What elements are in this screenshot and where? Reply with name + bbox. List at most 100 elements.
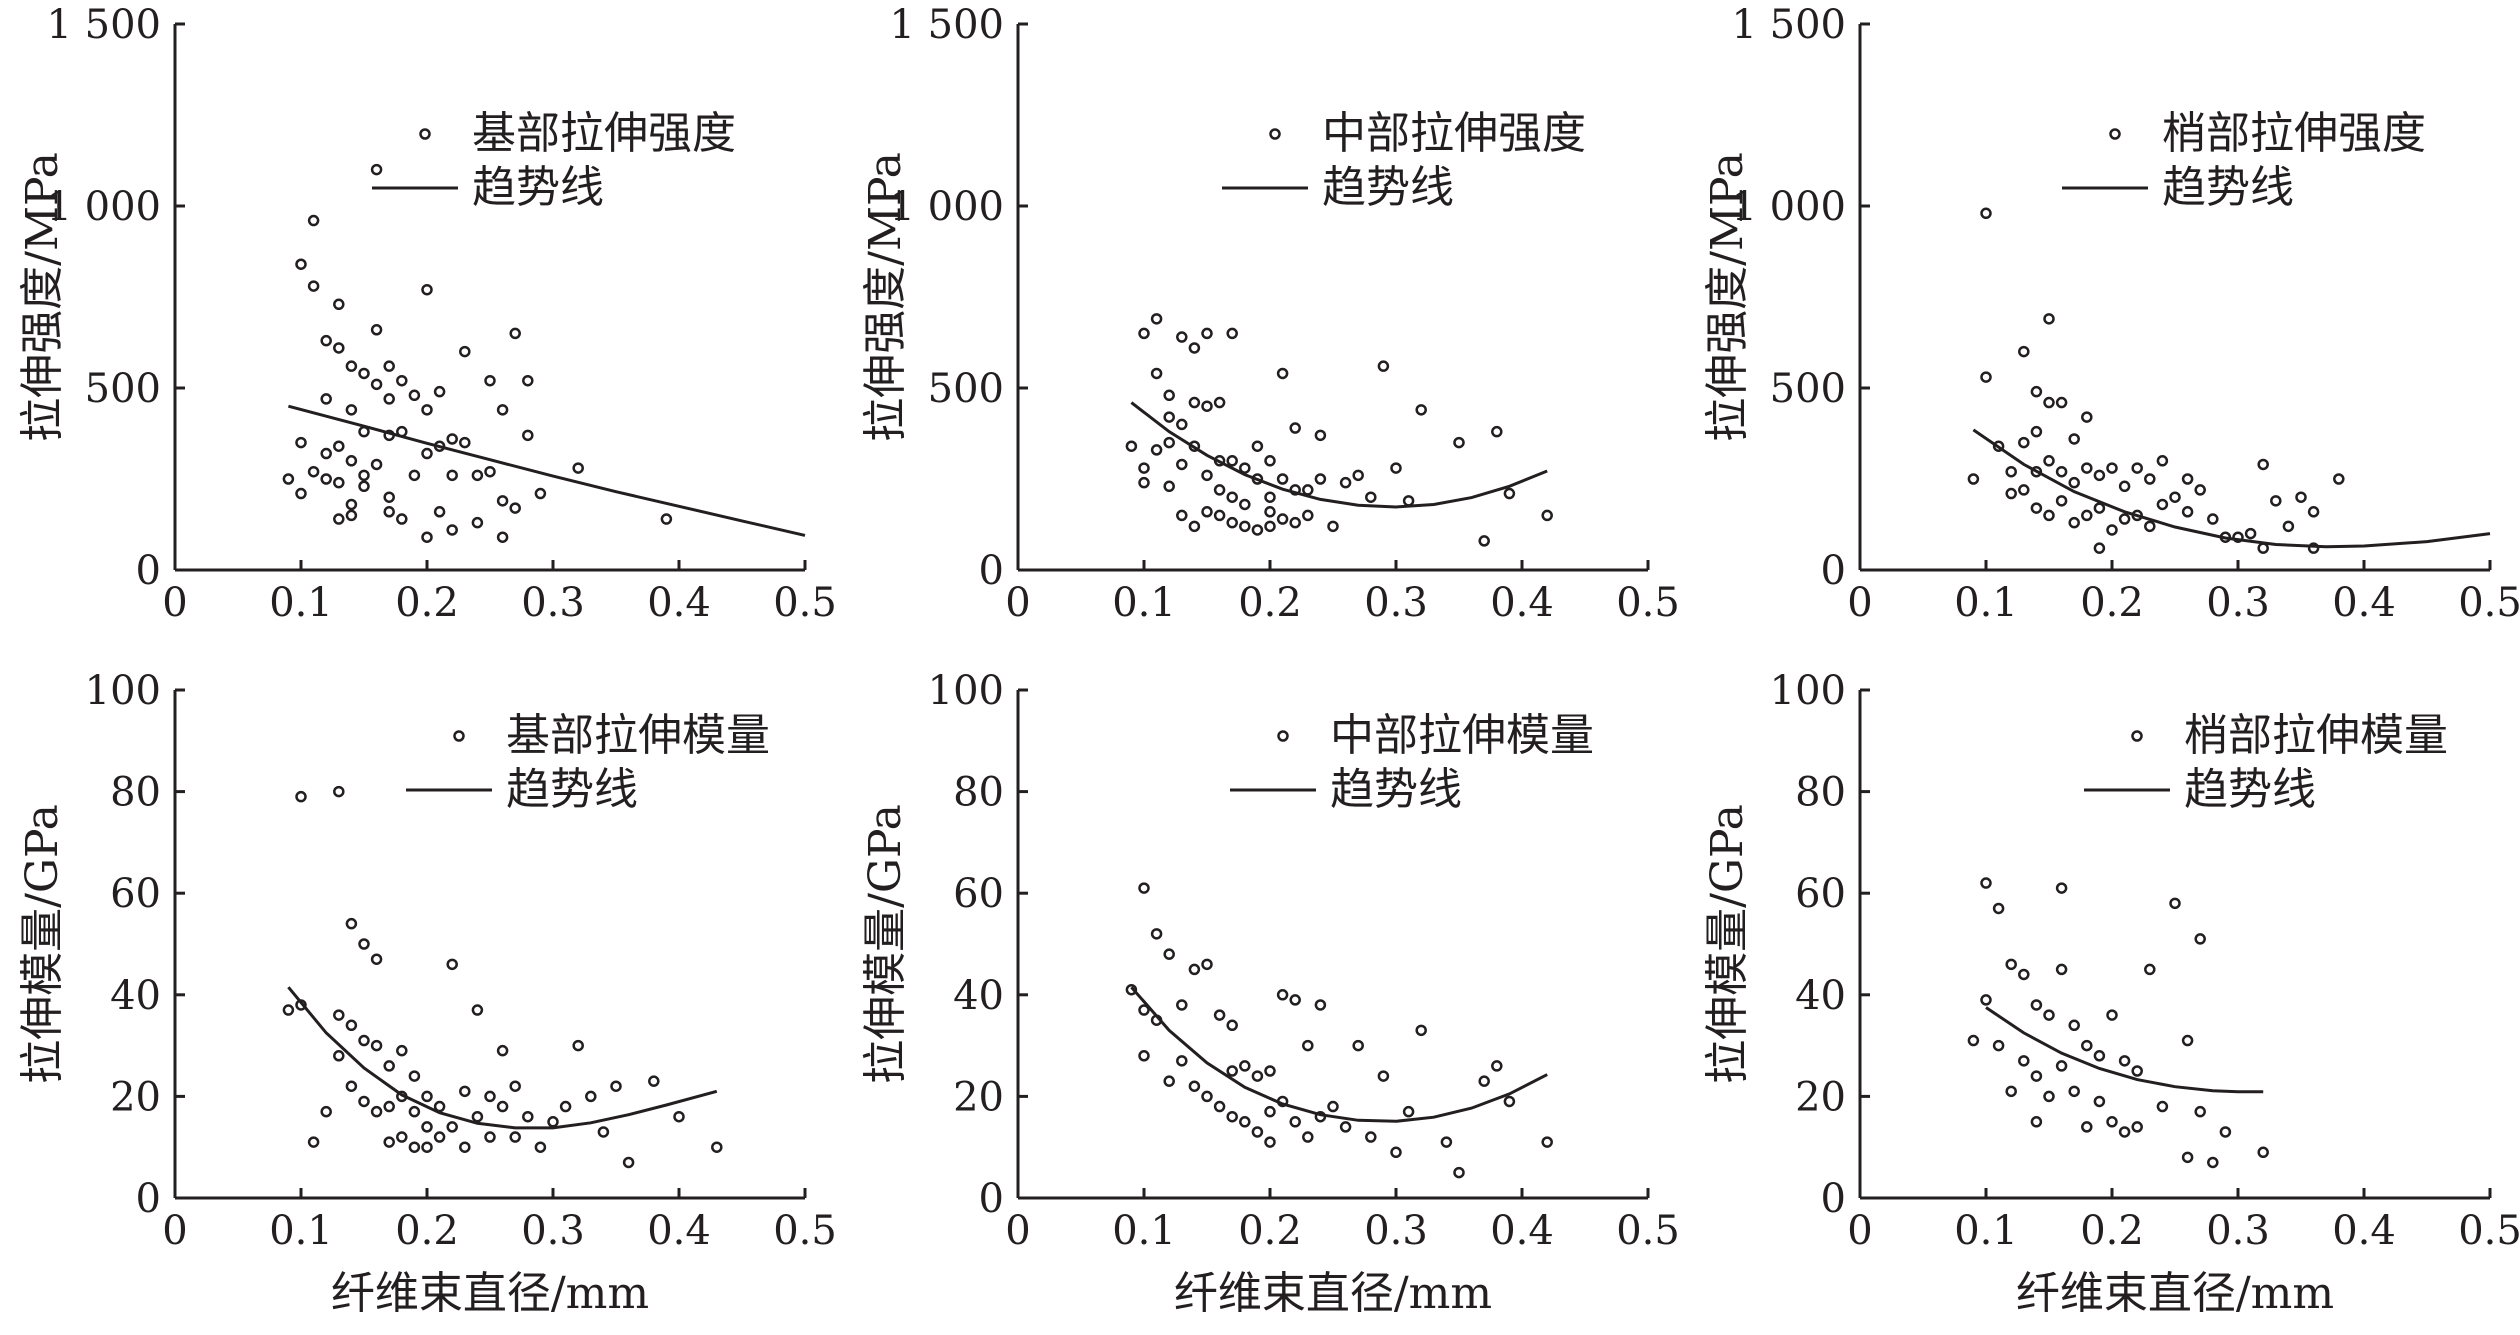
y-tick-label: 500 — [928, 366, 1004, 412]
data-point — [2093, 502, 2106, 514]
data-point — [370, 378, 383, 391]
data-point — [1163, 411, 1175, 423]
y-axis-title: 拉伸强度/MPa — [860, 152, 911, 442]
data-point — [610, 1080, 622, 1092]
legend-marker-point — [453, 730, 465, 742]
x-tick-label: 0.4 — [2332, 580, 2396, 626]
data-point — [421, 1141, 433, 1153]
data-point — [1503, 1095, 1516, 1108]
data-point — [534, 487, 547, 500]
data-point — [1967, 473, 1980, 485]
y-tick-label: 500 — [85, 366, 161, 412]
data-point — [1201, 469, 1213, 482]
x-tick-label: 0.4 — [647, 1208, 711, 1254]
data-point — [2207, 513, 2219, 525]
data-point — [2093, 1050, 2106, 1062]
legend-label: 梢部拉伸强度 — [2162, 108, 2426, 159]
data-point — [673, 1110, 685, 1123]
data-point — [2018, 345, 2030, 358]
x-tick-label: 0 — [1005, 1208, 1030, 1254]
y-axis-title: 拉伸模量/GPa — [17, 804, 68, 1084]
legend-label: 趋势线 — [472, 162, 604, 213]
data-point — [345, 455, 358, 467]
data-point — [1188, 396, 1201, 409]
data-point — [1478, 535, 1490, 547]
data-point — [2068, 476, 2080, 489]
data-point — [1125, 440, 1138, 452]
data-point — [522, 429, 534, 442]
data-point — [358, 1034, 370, 1047]
data-point — [333, 440, 345, 452]
data-point — [534, 1141, 547, 1153]
data-point — [1314, 473, 1327, 485]
data-point — [2144, 520, 2156, 533]
data-point — [1163, 480, 1175, 493]
x-tick-label: 0.2 — [395, 1208, 459, 1254]
data-point — [345, 498, 358, 511]
data-point — [2093, 1095, 2106, 1108]
data-point — [345, 917, 358, 930]
data-point — [459, 1141, 471, 1153]
data-point — [2043, 1009, 2055, 1021]
data-point — [2307, 506, 2320, 518]
data-point — [320, 334, 332, 347]
y-tick-label: 20 — [110, 1074, 161, 1120]
data-point — [307, 214, 320, 227]
data-point — [1213, 1100, 1226, 1113]
data-point — [1390, 1146, 1402, 1159]
data-point — [1352, 1039, 1364, 1052]
y-tick-label: 100 — [85, 668, 161, 714]
data-point — [2081, 1039, 2093, 1052]
x-tick-label: 0.5 — [2458, 580, 2520, 626]
data-point — [383, 1136, 395, 1148]
data-point — [1980, 994, 1992, 1006]
data-point — [1478, 1075, 1490, 1087]
data-point — [1176, 418, 1188, 431]
data-point — [383, 491, 395, 503]
y-tick-label: 40 — [110, 973, 161, 1019]
data-point — [1264, 520, 1276, 533]
data-point — [496, 404, 509, 416]
data-point — [333, 785, 345, 798]
data-point — [408, 469, 421, 482]
data-point — [2333, 473, 2345, 485]
data-point — [2030, 425, 2043, 438]
data-point — [1201, 958, 1213, 971]
data-point — [2282, 520, 2295, 533]
data-point — [358, 469, 370, 482]
data-point — [1251, 1070, 1264, 1082]
data-point — [1239, 1116, 1251, 1128]
data-point — [2043, 313, 2055, 325]
data-point — [1289, 1116, 1301, 1128]
y-tick-label: 0 — [136, 1176, 161, 1222]
data-point — [320, 447, 332, 460]
y-tick-label: 60 — [1795, 871, 1846, 917]
data-point — [1440, 1136, 1453, 1148]
y-tick-label: 1 500 — [1731, 2, 1846, 48]
legend-marker-point — [1269, 128, 1281, 140]
data-point — [1992, 902, 2005, 915]
data-point — [471, 516, 484, 529]
x-tick-label: 0.5 — [2458, 1208, 2520, 1254]
data-point — [2194, 1105, 2206, 1118]
data-point — [1138, 1004, 1150, 1016]
legend-label: 基部拉伸模量 — [506, 710, 770, 761]
legend-label: 趋势线 — [1322, 162, 1454, 213]
data-point — [1276, 989, 1289, 1001]
data-point — [1415, 1024, 1427, 1037]
scatter-series — [1967, 877, 2269, 1169]
scatter-series — [1125, 313, 1553, 547]
y-axis-title: 拉伸模量/GPa — [1702, 804, 1753, 1084]
data-point — [2219, 1126, 2232, 1138]
data-point — [2144, 963, 2156, 976]
data-point — [1176, 458, 1188, 471]
y-tick-label: 0 — [136, 548, 161, 594]
data-point — [433, 385, 446, 398]
data-point — [459, 345, 471, 358]
data-point — [622, 1156, 635, 1169]
y-axis-title: 拉伸强度/MPa — [1702, 152, 1753, 442]
data-point — [1992, 440, 2005, 452]
data-point — [1150, 928, 1163, 940]
data-point — [2081, 1121, 2093, 1133]
